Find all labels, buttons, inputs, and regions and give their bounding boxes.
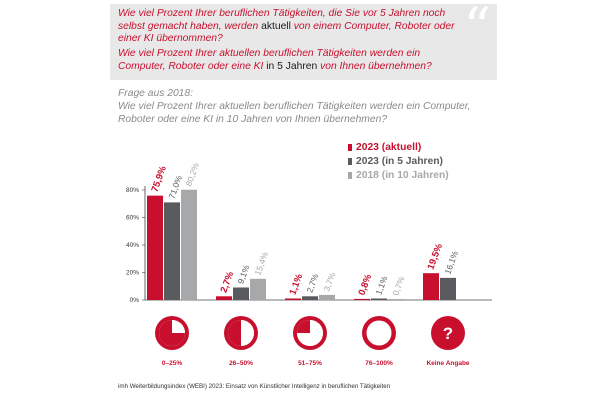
- category-label: Keine Angabe: [426, 360, 469, 367]
- bar-value-label: 1,1%: [373, 274, 389, 296]
- legend-item: 2018 (in 10 Jahren): [348, 168, 449, 182]
- question-current-text: Wie viel Prozent Ihrer beruflichen Tätig…: [118, 8, 446, 32]
- y-tick-label: 40%: [126, 242, 139, 249]
- question-5-years-text-end: von Ihnen übernehmen?: [317, 60, 432, 72]
- bar: [388, 299, 404, 300]
- pie-background: [366, 320, 392, 346]
- legend-swatch: [348, 143, 352, 151]
- legend-label: 2023 (aktuell): [356, 141, 422, 153]
- bar: [319, 294, 335, 300]
- bar-value-label: 75,9%: [149, 164, 169, 194]
- bar-value-label: 3,7%: [321, 271, 337, 293]
- pie-filled-sector: [228, 320, 241, 346]
- infographic-card: Wie viel Prozent Ihrer beruflichen Tätig…: [100, 0, 500, 400]
- legend-label: 2023 (in 5 Jahren): [356, 155, 443, 167]
- bar: [216, 296, 232, 300]
- question-2018-text: Wie viel Prozent Ihrer aktuellen berufli…: [118, 101, 471, 125]
- bar: [181, 189, 197, 300]
- quote-icon: “: [463, 0, 491, 59]
- category-pie-icon: [431, 316, 465, 350]
- footnote: imh Weiterbildungsindex (WEBI) 2023: Ein…: [118, 383, 391, 390]
- pie-empty-sector: [241, 320, 254, 346]
- bar-value-label: 15,4%: [252, 250, 270, 276]
- bar-value-label: 16,1%: [442, 249, 460, 275]
- category-label: 26–50%: [229, 360, 253, 367]
- bar: [285, 298, 301, 300]
- question-mark-icon: ?: [443, 324, 453, 343]
- bar: [440, 277, 456, 300]
- y-tick-label: 80%: [126, 187, 139, 194]
- bar-value-label: 19,5%: [425, 242, 445, 272]
- pie-filled-sector: [159, 320, 185, 346]
- bar: [233, 287, 249, 300]
- bar: [250, 278, 266, 300]
- bar-value-label: 1,1%: [287, 272, 305, 297]
- question-current-text-end: von einem Computer, Roboter oder einer K…: [118, 20, 455, 45]
- category-label: 76–100%: [365, 360, 393, 367]
- legend-label: 2018 (in 10 Jahren): [356, 169, 449, 181]
- legend-item: 2023 (aktuell): [348, 140, 449, 154]
- bar: [147, 195, 163, 300]
- question-current: Wie viel Prozent Ihrer beruflichen Tätig…: [118, 8, 458, 46]
- legend-item: 2023 (in 5 Jahren): [348, 154, 449, 168]
- bar: [423, 273, 439, 300]
- bar-value-label: 80,2%: [183, 161, 201, 187]
- bar: [354, 298, 370, 300]
- question-5-years-highlight: in 5 Jahren: [266, 60, 318, 72]
- bar-value-label: 0,7%: [390, 275, 406, 297]
- chart-legend: 2023 (aktuell) 2023 (in 5 Jahren) 2018 (in…: [348, 140, 449, 182]
- question-box: Wie viel Prozent Ihrer beruflichen Tätig…: [110, 0, 497, 80]
- y-tick-label: 20%: [126, 270, 139, 277]
- question-current-highlight: aktuell: [261, 20, 291, 32]
- bar: [371, 298, 387, 300]
- bar-chart: 80%60%40%20%0%75,9%71,0% 80,2%0–25%2,7% 9,…: [126, 161, 492, 367]
- legend-swatch: [348, 171, 352, 179]
- category-label: 51–75%: [298, 360, 322, 367]
- bar: [164, 202, 180, 300]
- bar: [302, 296, 318, 300]
- question-5-years: Wie viel Prozent Ihrer aktuellen berufli…: [118, 48, 458, 73]
- bar-value-label: 0,8%: [356, 272, 374, 297]
- bar-value-label: 9,1%: [235, 263, 251, 285]
- y-tick-label: 60%: [126, 215, 139, 222]
- pie-filled-sector: [297, 320, 310, 333]
- bar-value-label: 2,7%: [304, 272, 320, 294]
- legend-swatch: [348, 157, 352, 165]
- y-tick-label: 0%: [130, 297, 140, 304]
- pie-empty-sector: [172, 320, 185, 333]
- question-5-years-text: Wie viel Prozent Ihrer aktuellen berufli…: [118, 48, 421, 72]
- pie-fill: [365, 319, 393, 347]
- category-label: 0–25%: [162, 360, 182, 367]
- question-2018-label: Frage aus 2018:: [118, 88, 193, 99]
